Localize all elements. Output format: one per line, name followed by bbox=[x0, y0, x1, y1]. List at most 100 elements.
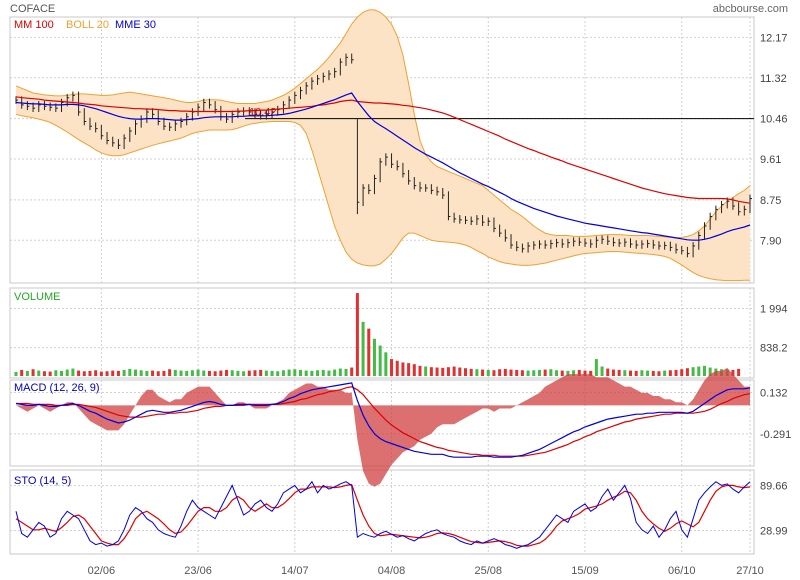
volume-bar bbox=[697, 366, 701, 376]
macd-histogram bbox=[16, 367, 750, 487]
volume-bar bbox=[634, 370, 638, 376]
volume-bar bbox=[600, 366, 604, 376]
sto-d-line bbox=[15, 484, 751, 547]
x-tick-label: 15/09 bbox=[571, 565, 599, 577]
volume-bar bbox=[623, 370, 627, 376]
volume-bar bbox=[179, 370, 183, 376]
volume-bar bbox=[663, 370, 667, 376]
volume-bar bbox=[236, 370, 240, 376]
volume-bar bbox=[128, 368, 132, 376]
volume-bar bbox=[378, 345, 382, 376]
volume-bar bbox=[122, 369, 126, 376]
volume-bar bbox=[469, 368, 473, 376]
x-tick-label: 14/07 bbox=[281, 565, 309, 577]
volume-bar bbox=[105, 371, 109, 376]
volume-bar bbox=[537, 369, 541, 376]
volume-bar bbox=[372, 338, 376, 376]
volume-bar bbox=[520, 370, 524, 376]
volume-bar bbox=[298, 369, 302, 376]
legend-ma100: MM 100 bbox=[14, 19, 54, 31]
volume-bar bbox=[247, 370, 251, 376]
volume-bar bbox=[145, 370, 149, 376]
volume-bar bbox=[492, 370, 496, 376]
volume-bar bbox=[503, 368, 507, 376]
volume-bar bbox=[731, 369, 735, 376]
volume-bar bbox=[213, 371, 217, 376]
volume-bar bbox=[207, 370, 211, 376]
sto-tick-label: 28.99 bbox=[760, 526, 788, 538]
macd-title: MACD (12, 26, 9) bbox=[14, 382, 100, 394]
bollinger-upper-line bbox=[15, 9, 751, 239]
bollinger-band-fill bbox=[16, 9, 750, 281]
price-tick-label: 10.46 bbox=[760, 114, 788, 126]
price-tick-label: 8.75 bbox=[760, 195, 781, 207]
volume-bar bbox=[259, 369, 263, 376]
volume-bar bbox=[475, 369, 479, 376]
volume-bar bbox=[395, 360, 399, 376]
volume-bar bbox=[646, 370, 650, 376]
volume-bar bbox=[606, 368, 610, 376]
volume-bar bbox=[14, 371, 18, 376]
volume-bar bbox=[355, 293, 359, 376]
volume-bar bbox=[458, 367, 462, 376]
volume-bar bbox=[549, 369, 553, 376]
volume-bar bbox=[287, 369, 291, 376]
volume-bar bbox=[82, 371, 86, 376]
volume-bar bbox=[225, 369, 229, 376]
volume-bar bbox=[54, 370, 58, 376]
volume-bar bbox=[230, 370, 234, 376]
volume-bar bbox=[611, 369, 615, 376]
volume-bar bbox=[691, 367, 695, 376]
volume-bar bbox=[111, 370, 115, 376]
macd-tick-label: -0.291 bbox=[760, 429, 791, 441]
volume-bar bbox=[583, 370, 587, 376]
x-tick-label: 27/10 bbox=[736, 565, 764, 577]
volume-bar bbox=[577, 369, 581, 376]
volume-bar bbox=[77, 370, 81, 376]
volume-bar bbox=[555, 370, 559, 376]
volume-bar bbox=[668, 370, 672, 376]
volume-bar bbox=[532, 370, 536, 376]
volume-panel-frame bbox=[9, 287, 755, 379]
volume-bar bbox=[526, 370, 530, 376]
bollinger-lower-line bbox=[15, 113, 750, 282]
volume-bar bbox=[88, 370, 92, 376]
macd-signal-line bbox=[16, 386, 751, 457]
volume-bar bbox=[464, 368, 468, 376]
volume-bar bbox=[242, 371, 246, 376]
volume-bar bbox=[20, 369, 24, 376]
volume-bar bbox=[60, 370, 64, 376]
volume-bar bbox=[412, 364, 416, 376]
price-tick-label: 7.90 bbox=[760, 235, 781, 247]
volume-bar bbox=[31, 369, 35, 376]
x-tick-label: 06/10 bbox=[668, 565, 696, 577]
volume-bar bbox=[71, 368, 75, 376]
volume-bar bbox=[435, 367, 439, 376]
volume-bar bbox=[486, 369, 490, 376]
sto-k-line bbox=[15, 480, 751, 549]
volume-bar bbox=[253, 370, 257, 376]
volume-bar bbox=[680, 369, 684, 376]
sto-title: STO (14, 5) bbox=[14, 475, 71, 487]
volume-bar bbox=[418, 365, 422, 376]
volume-bar bbox=[304, 370, 308, 376]
volume-bar bbox=[310, 370, 314, 376]
volume-bar bbox=[446, 367, 450, 376]
volume-bar bbox=[424, 366, 428, 376]
volume-bar bbox=[737, 368, 741, 376]
volume-bar bbox=[270, 370, 274, 376]
volume-bar bbox=[515, 369, 519, 376]
volume-bar bbox=[48, 371, 52, 376]
volume-bar bbox=[293, 369, 297, 376]
volume-bar bbox=[156, 371, 160, 376]
volume-bar bbox=[151, 370, 155, 376]
volume-bar bbox=[25, 370, 29, 376]
volume-bar bbox=[390, 359, 394, 376]
volume-bar bbox=[589, 370, 593, 376]
volume-bar bbox=[190, 370, 194, 376]
volume-bar bbox=[674, 369, 678, 376]
ticker-label: COFACE bbox=[10, 3, 56, 15]
volume-bar bbox=[651, 370, 655, 376]
volume-bar bbox=[139, 370, 143, 376]
volume-bar bbox=[37, 370, 41, 376]
